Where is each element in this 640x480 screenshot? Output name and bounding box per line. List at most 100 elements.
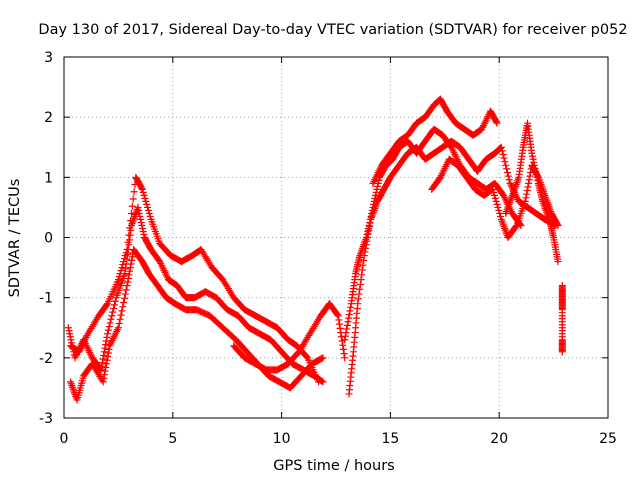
data-point bbox=[491, 194, 499, 202]
data-point bbox=[140, 230, 148, 238]
data-point bbox=[525, 176, 533, 184]
data-point bbox=[118, 264, 126, 272]
data-point bbox=[345, 314, 353, 322]
data-point bbox=[123, 246, 131, 254]
data-point bbox=[339, 345, 347, 353]
data-point bbox=[105, 323, 113, 331]
data-point bbox=[362, 241, 370, 249]
data-point bbox=[303, 353, 311, 361]
axis-ticks: 0 5 10 15 20 25 -3 -2 -1 0 1 2 3 bbox=[39, 50, 617, 447]
data-point bbox=[502, 161, 510, 169]
data-point bbox=[364, 230, 372, 238]
data-point bbox=[107, 315, 115, 323]
data-point bbox=[341, 354, 349, 362]
data-point bbox=[110, 301, 118, 309]
data-point bbox=[99, 378, 107, 386]
data-point bbox=[318, 354, 326, 362]
chart-title: Day 130 of 2017, Sidereal Day-to-day VTE… bbox=[38, 22, 627, 38]
data-point bbox=[335, 316, 343, 324]
data-point bbox=[120, 255, 128, 263]
data-point bbox=[127, 209, 135, 217]
data-point bbox=[490, 191, 498, 199]
data-point bbox=[122, 249, 130, 257]
data-point bbox=[335, 320, 343, 328]
data-point bbox=[356, 280, 364, 288]
data-point bbox=[128, 202, 136, 210]
data-point bbox=[374, 182, 382, 190]
data-point bbox=[531, 164, 539, 172]
data-point bbox=[104, 353, 112, 361]
data-point bbox=[102, 337, 110, 345]
x-tick-label: 10 bbox=[273, 431, 291, 447]
data-point bbox=[138, 185, 146, 193]
data-point bbox=[532, 170, 540, 178]
data-point bbox=[495, 206, 503, 214]
data-point bbox=[118, 307, 126, 315]
data-point bbox=[362, 244, 370, 252]
data-point bbox=[493, 119, 501, 127]
data-point bbox=[126, 224, 134, 232]
data-point bbox=[128, 253, 136, 261]
data-point bbox=[522, 194, 530, 202]
data-point bbox=[340, 350, 348, 358]
data-point bbox=[98, 359, 106, 367]
data-point bbox=[372, 188, 380, 196]
data-point bbox=[66, 330, 74, 338]
y-tick-label: -3 bbox=[39, 411, 53, 427]
data-point bbox=[144, 206, 152, 214]
data-point bbox=[528, 152, 536, 160]
data-point bbox=[127, 260, 135, 268]
data-point bbox=[103, 301, 111, 309]
data-point bbox=[119, 303, 127, 311]
data-point bbox=[98, 362, 106, 370]
data-point bbox=[512, 223, 520, 231]
data-point bbox=[104, 326, 112, 334]
data-point bbox=[524, 183, 532, 191]
data-point bbox=[141, 194, 149, 202]
data-point bbox=[530, 161, 538, 169]
data-point bbox=[523, 187, 531, 195]
data-point bbox=[343, 321, 351, 329]
data-point bbox=[139, 227, 147, 235]
data-point bbox=[343, 325, 351, 333]
x-tick-label: 5 bbox=[168, 431, 177, 447]
data-point bbox=[125, 271, 133, 279]
data-point bbox=[64, 324, 72, 332]
data-point bbox=[100, 348, 108, 356]
data-point bbox=[100, 371, 108, 379]
data-point bbox=[490, 188, 498, 196]
data-point bbox=[136, 212, 144, 220]
data-point bbox=[529, 155, 537, 163]
data-point bbox=[526, 172, 534, 180]
data-point bbox=[366, 219, 374, 227]
data-point bbox=[143, 200, 151, 208]
data-point bbox=[116, 315, 124, 323]
data-point bbox=[500, 154, 508, 162]
data-point bbox=[137, 215, 145, 223]
y-tick-label: -2 bbox=[39, 351, 53, 367]
data-point bbox=[528, 149, 536, 157]
data-point bbox=[134, 203, 142, 211]
y-tick-label: -1 bbox=[39, 291, 53, 307]
data-point bbox=[67, 336, 75, 344]
data-point bbox=[497, 143, 505, 151]
y-axis-label: SDTVAR / TECUs bbox=[7, 179, 23, 298]
data-point bbox=[102, 341, 110, 349]
data-point bbox=[137, 218, 145, 226]
data-point bbox=[139, 224, 147, 232]
data-point bbox=[354, 300, 362, 308]
data-point bbox=[318, 377, 326, 385]
data-point bbox=[101, 344, 109, 352]
data-point bbox=[347, 303, 355, 311]
data-point bbox=[122, 265, 130, 273]
data-point bbox=[494, 203, 502, 211]
data-point bbox=[126, 264, 134, 272]
data-point bbox=[503, 169, 511, 177]
data-point bbox=[106, 319, 114, 327]
data-point bbox=[354, 295, 362, 303]
data-point bbox=[139, 188, 147, 196]
data-point bbox=[103, 333, 111, 341]
data-point bbox=[66, 333, 74, 341]
data-point bbox=[504, 172, 512, 180]
data-point bbox=[360, 256, 368, 264]
